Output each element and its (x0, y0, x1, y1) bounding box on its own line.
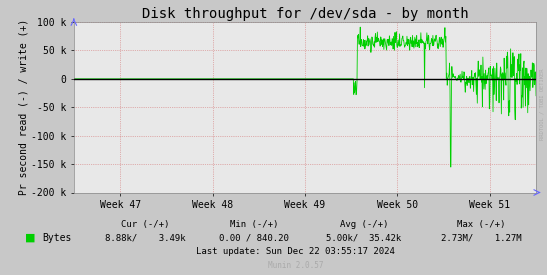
Text: Max (-/+): Max (-/+) (457, 220, 505, 229)
Text: 2.73M/    1.27M: 2.73M/ 1.27M (441, 233, 522, 242)
Text: Avg (-/+): Avg (-/+) (340, 220, 388, 229)
Text: 8.88k/    3.49k: 8.88k/ 3.49k (104, 233, 185, 242)
Text: Min (-/+): Min (-/+) (230, 220, 278, 229)
Text: Cur (-/+): Cur (-/+) (121, 220, 169, 229)
Text: RRDTOOL / TOBI OETIKER: RRDTOOL / TOBI OETIKER (539, 69, 544, 140)
Text: Bytes: Bytes (43, 233, 72, 243)
Text: 0.00 / 840.20: 0.00 / 840.20 (219, 233, 289, 242)
Y-axis label: Pr second read (-) / write (+): Pr second read (-) / write (+) (18, 19, 28, 195)
Text: Munin 2.0.57: Munin 2.0.57 (267, 261, 323, 270)
Text: Last update: Sun Dec 22 03:55:17 2024: Last update: Sun Dec 22 03:55:17 2024 (196, 247, 395, 256)
Text: 5.00k/  35.42k: 5.00k/ 35.42k (326, 233, 401, 242)
Text: ■: ■ (25, 233, 35, 243)
Title: Disk throughput for /dev/sda - by month: Disk throughput for /dev/sda - by month (142, 7, 468, 21)
